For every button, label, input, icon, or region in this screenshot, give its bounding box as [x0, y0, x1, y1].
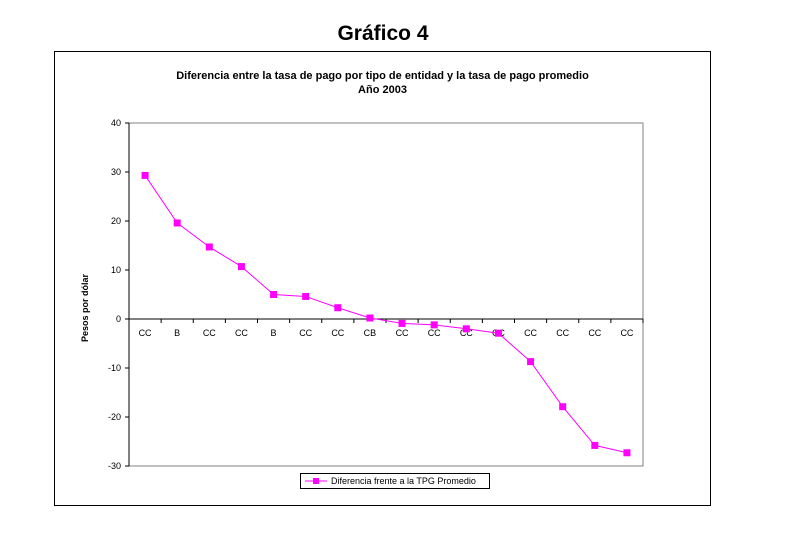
data-point: [398, 319, 406, 327]
y-tick-label: 30: [111, 167, 121, 177]
data-point: [270, 291, 278, 298]
data-point: [462, 325, 470, 333]
x-tick-label: CC: [428, 328, 441, 338]
data-point: [205, 243, 213, 251]
y-tick-label: 20: [111, 216, 121, 226]
data-point: [173, 219, 181, 227]
x-tick-label: CC: [139, 328, 152, 338]
data-point: [141, 171, 149, 179]
data-point: [334, 304, 342, 312]
y-tick-label: -30: [108, 461, 121, 471]
y-tick-label: 10: [111, 265, 121, 275]
x-tick-label: CC: [203, 328, 216, 338]
x-tick-label: CC: [588, 328, 601, 338]
data-point: [302, 292, 310, 300]
series-line: [144, 175, 628, 454]
plot-area: [128, 122, 644, 467]
legend-label: Diferencia frente a la TPG Promedio: [331, 476, 476, 486]
x-tick-label: B: [174, 328, 180, 338]
x-tick-label: CC: [556, 328, 569, 338]
x-tick-label: CB: [364, 328, 377, 338]
y-tick-label: 40: [111, 118, 121, 128]
x-tick-label: CC: [524, 328, 537, 338]
chart-subtitle: Año 2003: [358, 84, 407, 96]
data-point: [494, 329, 502, 337]
legend-marker: [305, 478, 327, 484]
x-tick-label: CC: [396, 328, 409, 338]
y-tick-label: -20: [108, 412, 121, 422]
y-tick-label: -10: [108, 363, 121, 373]
data-point: [237, 263, 245, 271]
x-tick-label: B: [271, 328, 277, 338]
data-point: [559, 403, 567, 411]
x-tick-label: CC: [331, 328, 344, 338]
legend: Diferencia frente a la TPG Promedio: [300, 473, 490, 489]
y-tick-label: 0: [116, 314, 121, 324]
data-point: [430, 321, 438, 329]
data-point: [591, 441, 599, 449]
chart-title: Diferencia entre la tasa de pago por tip…: [176, 70, 589, 82]
figure-heading: Gráfico 4: [337, 22, 429, 45]
data-point: [366, 314, 374, 322]
x-tick-label: CC: [235, 328, 248, 338]
x-tick-label: CC: [299, 328, 312, 338]
x-tick-label: CC: [460, 328, 473, 338]
chart-frame: [54, 51, 711, 506]
x-tick-label: CC: [620, 328, 633, 338]
data-point: [527, 358, 535, 366]
data-point: [623, 449, 631, 457]
